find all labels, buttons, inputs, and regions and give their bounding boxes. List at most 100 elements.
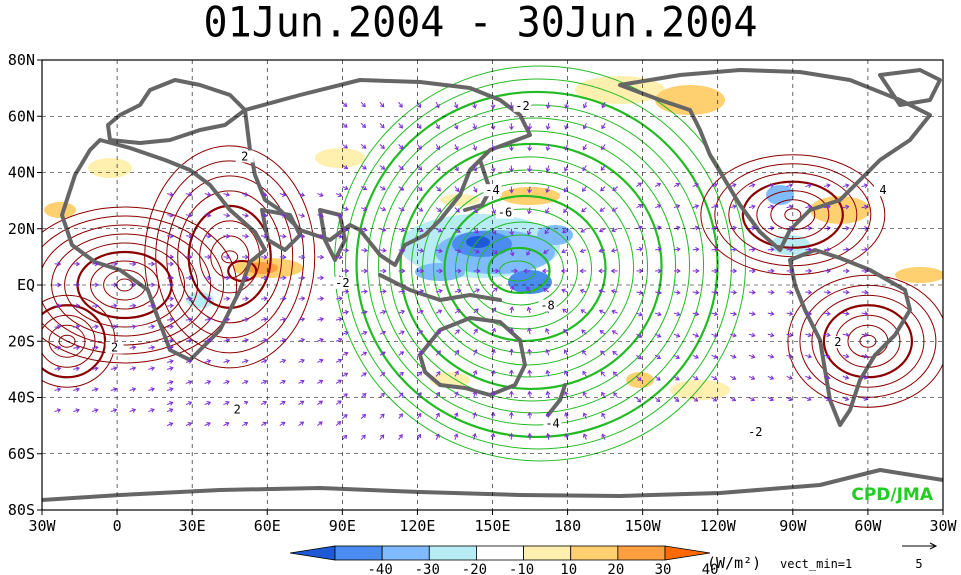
wind-vector-head [826,268,832,274]
wind-vector [148,388,155,391]
wind-vector-head [457,268,462,274]
wind-vector-head [751,332,756,338]
wind-vector [454,289,461,293]
wind-vector [185,381,192,384]
wind-vector-head [343,434,348,440]
coastlines [42,68,943,502]
wind-vector [473,249,480,253]
negative-contour-line [466,221,579,318]
wind-vector-head [343,393,348,398]
wind-vector [341,435,348,441]
wind-vector-head [582,146,587,151]
contour-label: -4 [485,183,499,197]
wind-vector [547,123,550,130]
wind-vector [581,329,587,335]
wind-vector-head [206,422,211,427]
contour-label-bg [538,299,557,312]
wind-vector-head [770,311,775,317]
wind-vector [416,434,421,440]
wind-vector [492,207,496,214]
wind-vector-head [343,123,348,128]
wind-vector-head [545,188,550,194]
wind-vector-head [282,296,287,302]
wind-vector [361,290,368,293]
wind-vector-head [169,408,174,413]
wind-vector-head [656,204,662,209]
wind-vector-head [676,290,681,295]
wind-vector-head [490,432,496,438]
contour-label: -2 [748,425,762,439]
wind-vector [342,122,348,128]
wind-vector-head [509,369,514,374]
wind-vector [692,354,699,359]
contour-label: 2 [834,335,841,349]
wind-vector [823,397,830,401]
wind-vector-head [225,192,231,197]
wind-vector [185,318,192,321]
wind-vector [398,228,405,232]
wind-vector-head [343,102,348,107]
contour-label: 4 [879,183,886,197]
wind-vector [298,297,305,300]
wind-vector-head [751,289,756,295]
wind-vector-head [263,296,268,302]
wind-vector [342,143,348,149]
wind-vector [564,370,569,377]
wind-vector [711,312,718,315]
wind-vector-head [656,376,661,381]
wind-vector-head [75,324,81,330]
wind-vector-head [362,393,367,398]
wind-vector [824,312,831,315]
wind-vector-head [300,192,306,197]
wind-vector-head [319,275,325,281]
wind-vector-head [281,358,287,364]
wind-vector-head [207,275,212,281]
wind-vector-head [169,359,174,364]
wind-vector-head [807,289,813,295]
wind-vector-head [751,247,756,252]
wind-vector-head [400,330,405,335]
wind-vector-head [545,390,551,396]
wind-vector [379,331,386,335]
wind-vector-head [454,146,459,151]
wind-vector-head [731,397,737,402]
wind-vector [582,186,587,192]
wind-vector [54,325,61,328]
contour-label: 2 [241,149,248,163]
wind-vector-head [187,401,193,406]
wind-vector [342,331,349,335]
wind-vector [583,101,587,108]
wind-vector [204,380,211,384]
wind-vector [583,433,587,440]
wind-vector [543,249,550,254]
wind-vector [360,393,367,398]
wind-vector [473,144,477,151]
wind-vector-head [206,380,212,385]
wind-vector-head [788,353,794,359]
wind-vector-head [94,387,99,392]
wind-vector-head [527,432,533,438]
wind-vector-head [769,354,775,359]
wind-vector [435,330,442,335]
wind-vector [379,186,386,191]
shading-layer [44,76,943,400]
wind-vector-head [344,289,350,295]
wind-vector [54,346,61,349]
wind-vector-head [243,421,249,427]
wind-vector-head [206,192,212,197]
wind-vector [510,286,514,293]
wind-vector [842,206,849,209]
wind-vector [636,312,643,316]
wind-vector-head [694,311,700,317]
wind-vector [417,186,423,191]
wind-vector [417,310,424,314]
wind-vector [655,226,662,230]
wind-vector [204,235,211,237]
wind-vector-head [523,268,528,274]
negative-contour-line [389,130,677,402]
wind-vector-head [382,268,387,274]
lon-tick-label: 90W [779,517,807,535]
wind-vector [692,291,699,294]
wind-vector [527,307,531,314]
